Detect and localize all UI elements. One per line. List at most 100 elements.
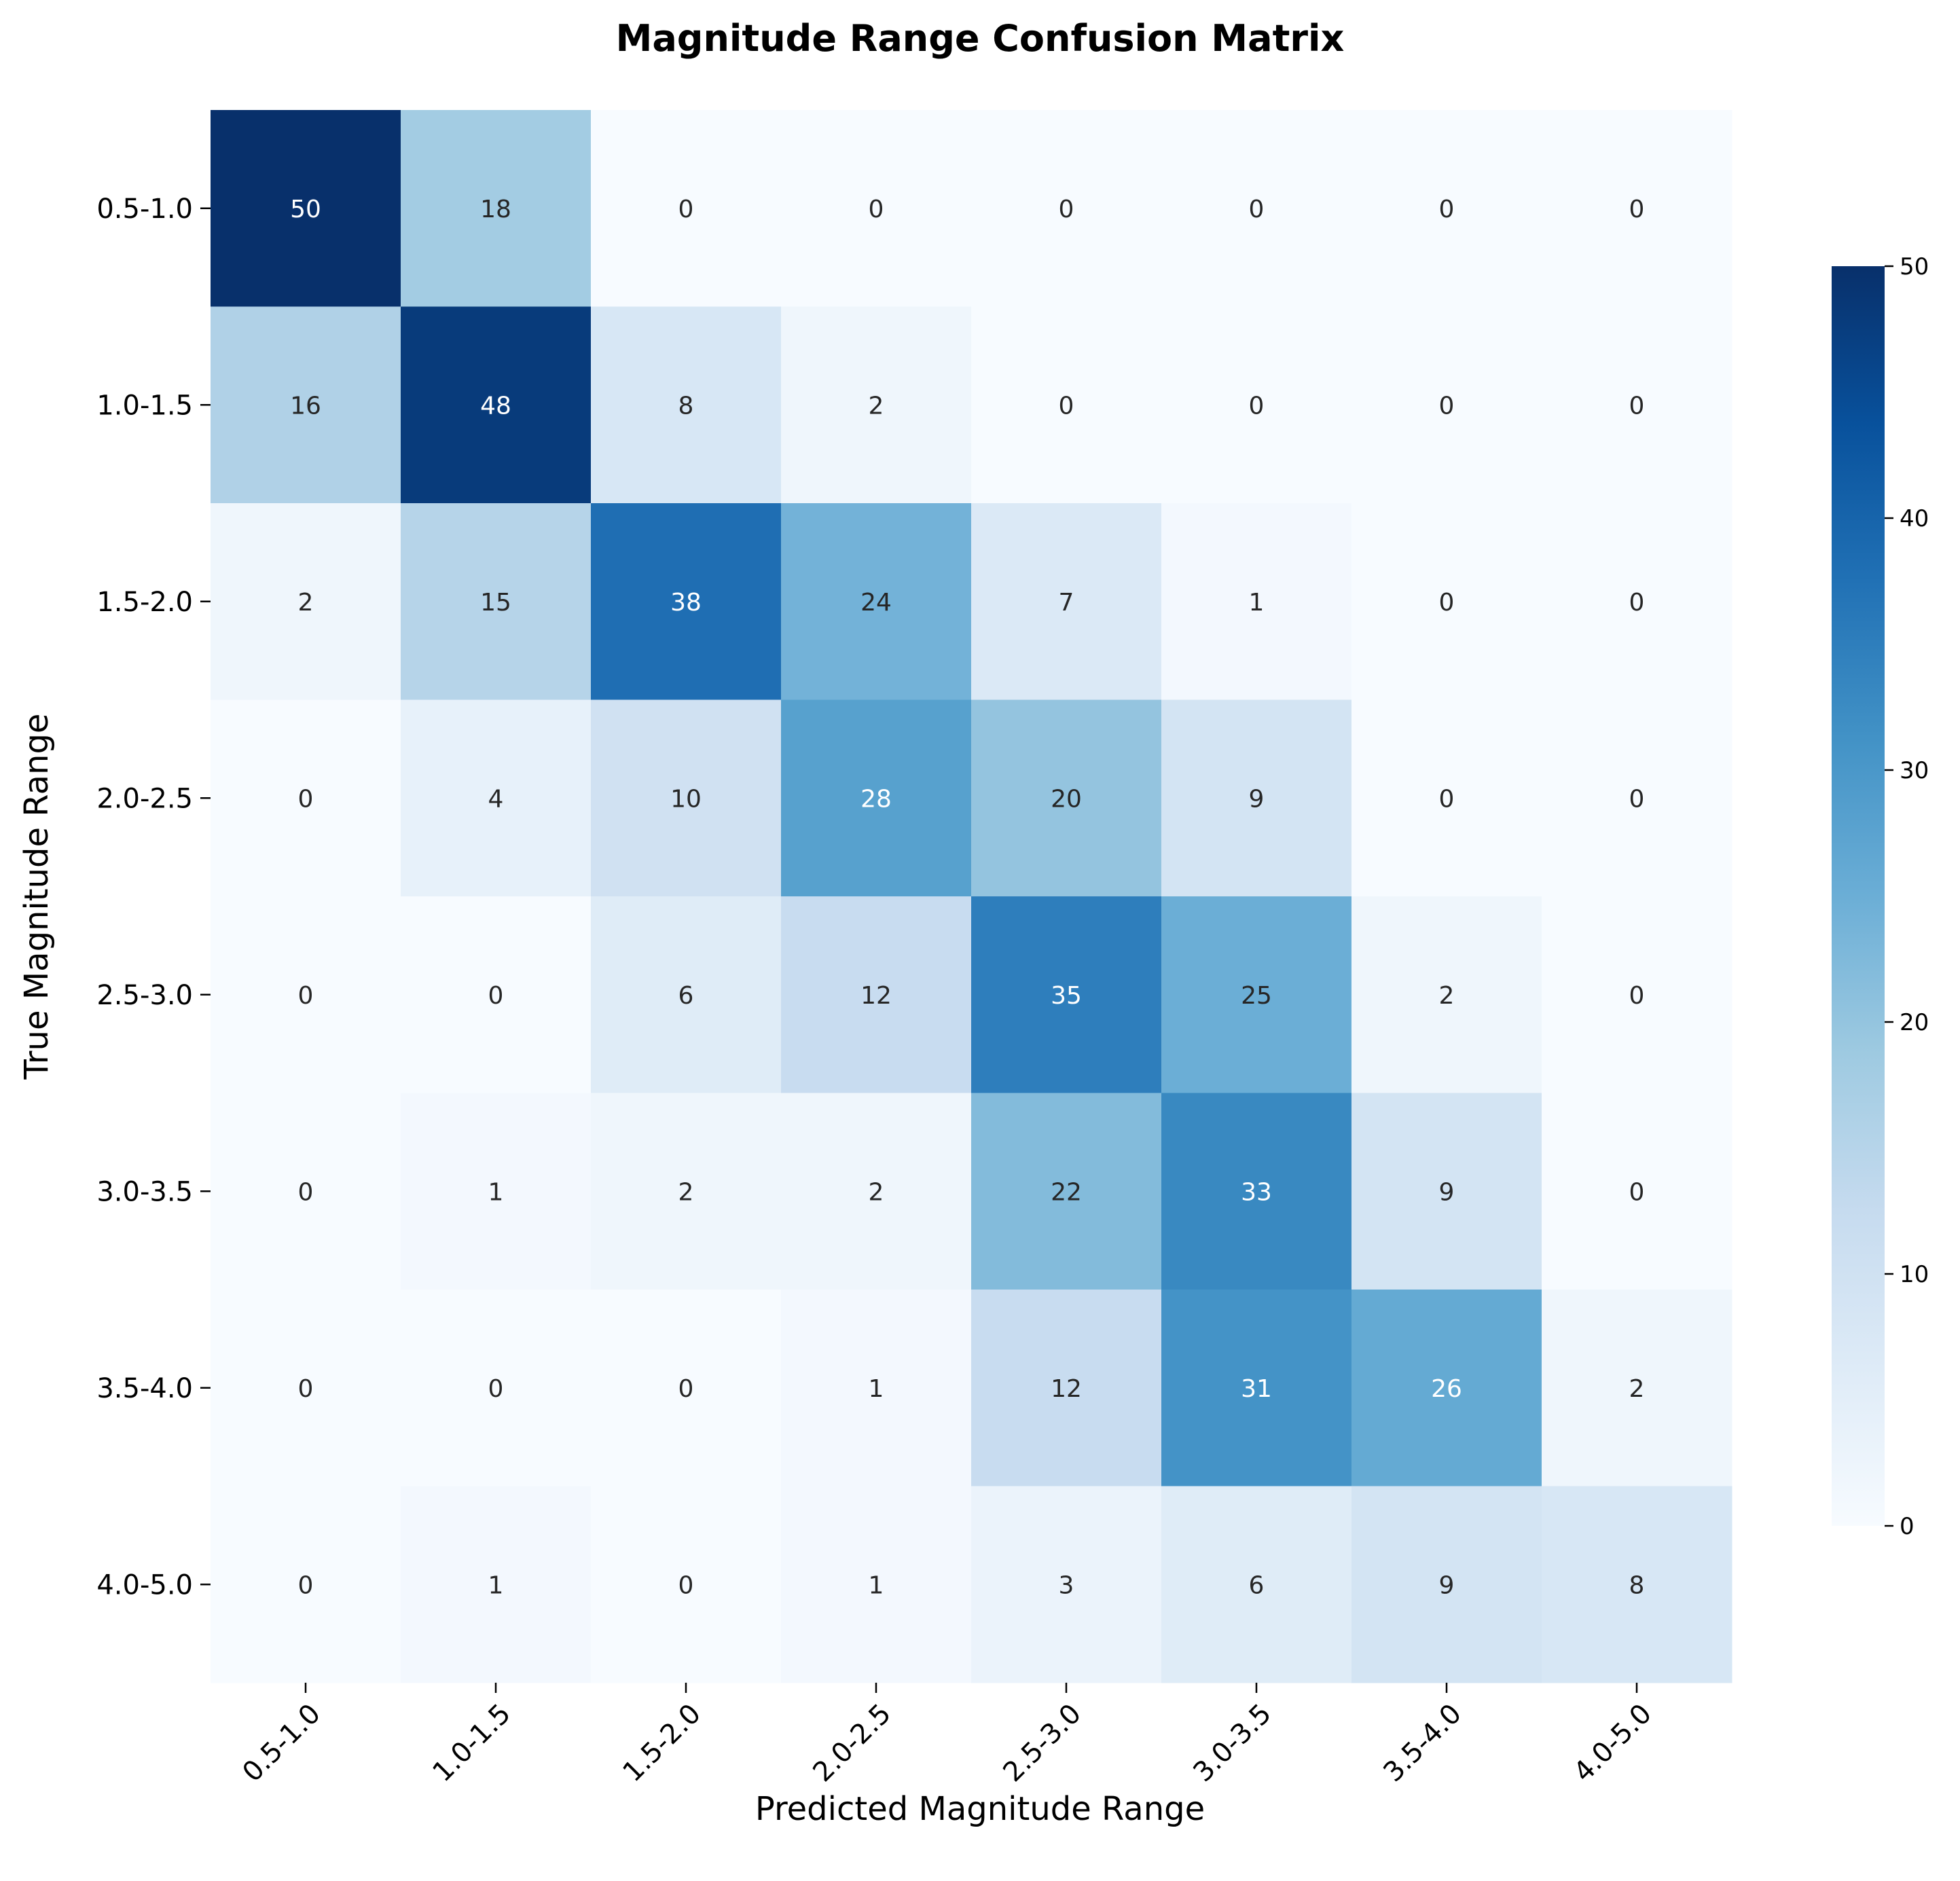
heatmap-cell: [1161, 1486, 1352, 1683]
y-tick-label: 1.0-1.5: [96, 390, 193, 421]
heatmap-cell: [781, 503, 972, 700]
heatmap-cell: [1161, 503, 1352, 700]
heatmap-cell: [1351, 1290, 1542, 1486]
heatmap-cell: [401, 306, 592, 504]
heatmap-cell: [401, 699, 592, 897]
cell-value-label: 0: [1059, 392, 1074, 420]
colorbar-tick-label: 40: [1900, 505, 1929, 532]
cell-value-label: 0: [1629, 589, 1645, 617]
cell-value-label: 26: [1431, 1375, 1462, 1403]
cell-value-label: 15: [480, 589, 511, 617]
cell-value-label: 0: [298, 982, 314, 1010]
cell-value-label: 2: [1439, 982, 1455, 1010]
heatmap-cell: [1542, 306, 1732, 504]
cell-value-label: 0: [1629, 785, 1645, 813]
heatmap-cell: [781, 1486, 972, 1683]
cell-value-label: 0: [1629, 196, 1645, 223]
heatmap-cells: 50 18 0 0 0 0 0 016 48 8 2 0 0 0 02 15 38 24 7 1 0 00 4 10 28 20 9…: [211, 110, 1732, 1683]
heatmap-cell: [1351, 1486, 1542, 1683]
heatmap-cell: [591, 896, 782, 1093]
cell-value-label: 0: [1629, 982, 1645, 1010]
cell-value-label: 0: [1439, 589, 1455, 617]
cell-value-label: 0: [298, 1178, 314, 1206]
cell-value-label: 2: [869, 1178, 884, 1206]
x-axis-label: Predicted Magnitude Range: [755, 1790, 1205, 1828]
heatmap-cell: [401, 110, 592, 307]
x-tick-label: 4.0-5.0: [1567, 1698, 1658, 1789]
heatmap-cell: [591, 1290, 782, 1486]
y-axis: 0.5-1.0 1.0-1.5 1.5-2.0 2.0-2.5 2.5-3.0 3.0-3…: [96, 194, 211, 1601]
cell-value-label: 35: [1051, 982, 1082, 1010]
cell-value-label: 22: [1051, 1178, 1082, 1206]
cell-value-label: 50: [290, 196, 321, 223]
cell-value-label: 18: [480, 196, 511, 223]
heatmap-cell: [781, 1290, 972, 1486]
cell-value-label: 1: [869, 1375, 884, 1403]
heatmap-cell: [211, 1486, 401, 1683]
y-tick-label: 2.0-2.5: [96, 783, 193, 814]
heatmap-cell: [971, 1290, 1162, 1486]
heatmap-cell: [781, 306, 972, 504]
y-tick-label: 2.5-3.0: [96, 980, 193, 1011]
cell-value-label: 38: [670, 589, 702, 617]
cell-value-label: 8: [1629, 1571, 1645, 1599]
heatmap-cell: [211, 1290, 401, 1486]
cell-value-label: 0: [869, 196, 884, 223]
heatmap-cell: [1161, 699, 1352, 897]
heatmap-cell: [781, 1093, 972, 1290]
cell-value-label: 0: [1439, 196, 1455, 223]
cell-value-label: 0: [488, 982, 504, 1010]
cell-value-label: 2: [298, 589, 314, 617]
y-tick-label: 0.5-1.0: [96, 194, 193, 225]
y-tick-label: 3.5-4.0: [96, 1373, 193, 1404]
cell-value-label: 4: [488, 785, 504, 813]
heatmap-cell: [1161, 306, 1352, 504]
heatmap-cell: [781, 896, 972, 1093]
heatmap-cell: [1542, 1486, 1732, 1683]
cell-value-label: 0: [298, 1375, 314, 1403]
heatmap-cell: [211, 503, 401, 700]
heatmap-cell: [211, 896, 401, 1093]
heatmap-cell: [591, 1486, 782, 1683]
heatmap-cell: [591, 699, 782, 897]
x-tick-label: 1.0-1.5: [427, 1698, 517, 1789]
cell-value-label: 1: [488, 1178, 504, 1206]
heatmap-cell: [1351, 699, 1542, 897]
cell-value-label: 2: [1629, 1375, 1645, 1403]
cell-value-label: 0: [1439, 785, 1455, 813]
cell-value-label: 2: [869, 392, 884, 420]
heatmap-cell: [401, 1093, 592, 1290]
heatmap-cell: [971, 896, 1162, 1093]
cell-value-label: 28: [860, 785, 892, 813]
cell-value-label: 9: [1249, 785, 1265, 813]
cell-value-label: 24: [860, 589, 892, 617]
cell-value-label: 0: [298, 1571, 314, 1599]
colorbar-tick-label: 0: [1900, 1513, 1914, 1540]
heatmap-cell: [591, 306, 782, 504]
heatmap-cell: [1161, 110, 1352, 307]
cell-value-label: 0: [678, 1571, 694, 1599]
heatmap-cell: [971, 306, 1162, 504]
heatmap-cell: [591, 110, 782, 307]
heatmap-cell: [591, 1093, 782, 1290]
cell-value-label: 1: [1249, 589, 1265, 617]
x-tick-label: 1.5-2.0: [617, 1698, 707, 1789]
cell-value-label: 20: [1051, 785, 1082, 813]
cell-value-label: 33: [1241, 1178, 1272, 1206]
heatmap-cell: [1351, 896, 1542, 1093]
cell-value-label: 9: [1439, 1178, 1455, 1206]
y-axis-label: True Magnitude Range: [18, 714, 56, 1080]
heatmap-cell: [1351, 110, 1542, 307]
heatmap-cell: [781, 699, 972, 897]
cell-value-label: 2: [678, 1178, 694, 1206]
heatmap-cell: [1351, 1093, 1542, 1290]
heatmap-cell: [1542, 110, 1732, 307]
heatmap-cell: [401, 896, 592, 1093]
colorbar: 0 10 20 30 40 50: [1832, 253, 1929, 1540]
cell-value-label: 9: [1439, 1571, 1455, 1599]
cell-value-label: 0: [298, 785, 314, 813]
heatmap-cell: [1161, 1093, 1352, 1290]
y-tick-label: 4.0-5.0: [96, 1569, 193, 1601]
heatmap-cell: [591, 503, 782, 700]
